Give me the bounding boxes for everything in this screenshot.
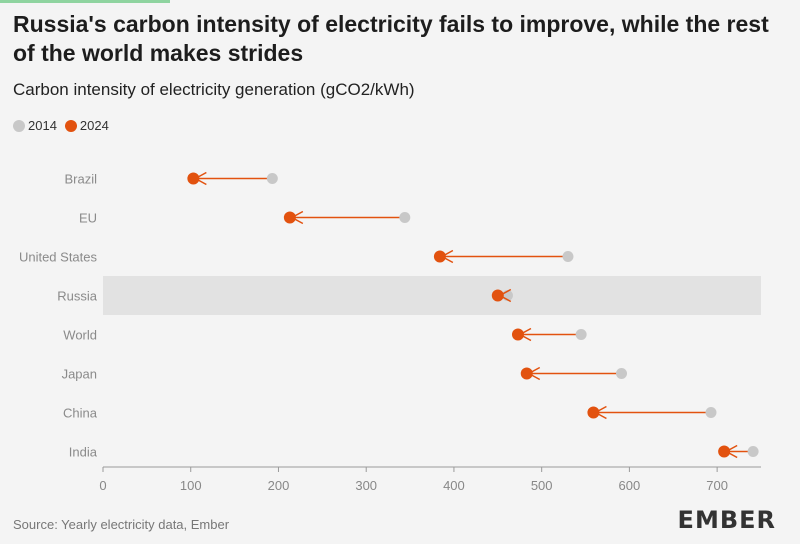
point-2014: [616, 368, 628, 379]
x-tick-label: 700: [706, 478, 728, 493]
source-note: Source: Yearly electricity data, Ember: [13, 517, 230, 532]
point-2024: [718, 445, 731, 458]
legend-label-2014: 2014: [28, 118, 57, 133]
chart-subtitle: Carbon intensity of electricity generati…: [13, 80, 415, 99]
point-2024: [520, 367, 533, 380]
category-label: United States: [19, 250, 98, 265]
point-2014: [266, 173, 278, 184]
x-tick-label: 500: [531, 478, 553, 493]
category-label: EU: [79, 211, 97, 226]
legend-dot-2014: [13, 119, 25, 132]
point-2024: [283, 211, 296, 224]
highlight-band: [103, 276, 761, 315]
x-tick-label: 0: [99, 478, 106, 493]
point-2024: [491, 289, 504, 302]
x-tick-label: 300: [355, 478, 377, 493]
category-label: China: [63, 406, 98, 421]
point-2014: [399, 212, 411, 223]
ember-logo: EMBER: [677, 506, 776, 534]
x-tick-label: 100: [180, 478, 202, 493]
x-tick-label: 400: [443, 478, 465, 493]
point-2024: [511, 328, 524, 341]
point-2014: [575, 329, 587, 340]
x-tick-label: 600: [619, 478, 641, 493]
legend: 2014 2024: [13, 118, 117, 133]
legend-item-2024: 2024: [64, 118, 109, 133]
point-2024: [433, 250, 446, 263]
legend-item-2014: 2014: [13, 118, 57, 133]
point-2024: [187, 172, 200, 185]
point-2024: [587, 406, 600, 419]
legend-label-2024: 2024: [79, 118, 109, 133]
point-2014: [562, 251, 574, 262]
legend-dot-2024: [64, 119, 77, 132]
x-tick-label: 200: [268, 478, 290, 493]
top-accent-bar: [0, 0, 170, 3]
category-label: Brazil: [64, 172, 97, 187]
category-label: India: [69, 445, 98, 460]
category-label: World: [63, 328, 97, 343]
category-label: Russia: [57, 289, 98, 304]
category-label: Japan: [62, 367, 97, 382]
point-2014: [747, 446, 759, 457]
chart-title: Russia's carbon intensity of electricity…: [13, 11, 769, 66]
point-2014: [705, 407, 717, 418]
